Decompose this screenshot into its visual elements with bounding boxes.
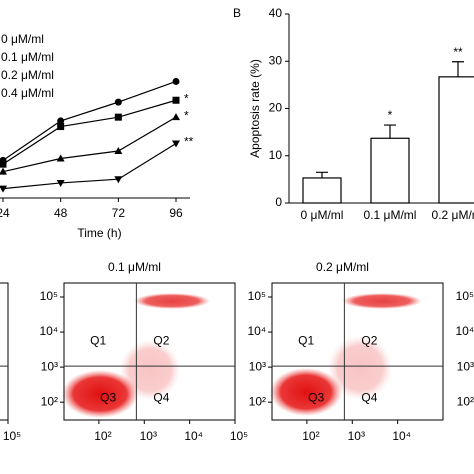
series-line — [2, 80, 177, 161]
point — [57, 123, 65, 131]
point — [172, 113, 180, 121]
x-tick-label: 72 — [112, 206, 126, 220]
legend-label: 0.4 μM/ml — [1, 86, 54, 100]
point — [0, 167, 7, 175]
x-tick-label: 48 — [54, 206, 68, 220]
event-cloud — [134, 293, 210, 309]
event-cloud — [270, 368, 342, 416]
point — [172, 96, 180, 104]
point — [0, 185, 7, 193]
quadrant-label: Q4 — [153, 390, 169, 404]
bar — [370, 137, 410, 204]
series-line — [2, 116, 177, 173]
quadrant-label: Q2 — [153, 333, 169, 347]
significance-mark: * — [388, 108, 393, 122]
x-tick-label: 10² — [94, 429, 111, 443]
event-cloud — [342, 293, 422, 309]
significance-mark: * — [184, 108, 189, 122]
y-tick-label: 10 — [269, 148, 283, 162]
quadrant-label: Q1 — [298, 333, 314, 347]
y-tick-label: 40 — [269, 6, 283, 20]
y-tick-label: 30 — [269, 53, 283, 67]
x-tick-label: 10² — [302, 429, 319, 443]
x-tick-label: 10⁴ — [184, 429, 203, 443]
x-tick-label: 96 — [169, 206, 183, 220]
y-tick-label: 0 — [275, 195, 282, 209]
plot-frame — [63, 282, 236, 421]
x-tick-label: 0.1 μM/ml — [364, 208, 417, 222]
x-tick-label: 10³ — [348, 429, 365, 443]
point — [0, 160, 7, 168]
bar — [438, 76, 474, 204]
quadrant-label: Q2 — [361, 333, 377, 347]
point — [172, 140, 180, 148]
panel-title: 0.2 μM/ml — [316, 260, 369, 274]
x-tick-label: 10⁵ — [230, 429, 248, 443]
legend-label: 0.2 μM/ml — [1, 68, 54, 82]
y-tick-label: 10³ — [41, 359, 58, 373]
y-tick-label: 10² — [249, 394, 266, 408]
event-cloud — [62, 370, 138, 418]
y-tick-label: 10² — [41, 394, 58, 408]
legend-label: 0.1 μM/ml — [1, 50, 54, 64]
y-tick-label: 10⁴ — [455, 324, 474, 338]
x-tick-label: 10⁵ — [3, 429, 21, 443]
y-tick-label: 10⁵ — [456, 289, 474, 303]
quadrant-label: Q3 — [308, 390, 324, 404]
point — [57, 117, 65, 125]
point — [114, 98, 122, 106]
quadrant-label: Q1 — [90, 333, 106, 347]
significance-mark: ** — [453, 45, 463, 59]
point — [56, 179, 65, 187]
error-bar — [384, 124, 396, 139]
significance-mark: ** — [184, 135, 194, 149]
bar — [302, 177, 342, 204]
quadrant-label: Q4 — [361, 390, 377, 404]
y-tick-label: 10³ — [249, 359, 266, 373]
quadrant-label: Q3 — [100, 390, 116, 404]
x-tick-label: 10³ — [140, 429, 157, 443]
point — [56, 154, 65, 162]
y-tick-label: 10² — [457, 394, 474, 408]
x-tick-label: 0.2 μM/ml — [432, 208, 474, 222]
plot-frame — [271, 282, 444, 421]
legend-label: 0 μM/ml — [1, 32, 44, 46]
y-tick-label: 10⁴ — [247, 324, 266, 338]
y-tick-label: 10³ — [457, 359, 474, 373]
point — [114, 113, 122, 121]
y-tick-label: 10⁵ — [248, 289, 266, 303]
panel-label: B — [233, 6, 241, 20]
point — [172, 77, 180, 85]
y-tick-label: 20 — [269, 101, 283, 115]
event-cloud — [328, 336, 392, 400]
x-axis-label: Time (h) — [77, 226, 121, 240]
y-tick-label: 10⁵ — [40, 289, 58, 303]
error-bar — [452, 61, 464, 77]
y-axis-label: Apoptosis rate (%) — [248, 59, 262, 158]
series-line — [2, 99, 177, 165]
point — [114, 147, 123, 154]
error-bar — [316, 171, 328, 178]
y-tick-label: 10⁴ — [39, 324, 58, 338]
event-cloud — [120, 340, 180, 400]
x-tick-label: 24 — [0, 206, 10, 220]
plot-frame — [0, 282, 9, 421]
panel-title: 0.1 μM/ml — [108, 260, 161, 274]
series-line — [2, 142, 177, 190]
significance-mark: * — [184, 91, 189, 105]
point — [114, 176, 123, 184]
x-tick-label: 10⁴ — [392, 429, 411, 443]
x-tick-label: 0 μM/ml — [301, 208, 344, 222]
